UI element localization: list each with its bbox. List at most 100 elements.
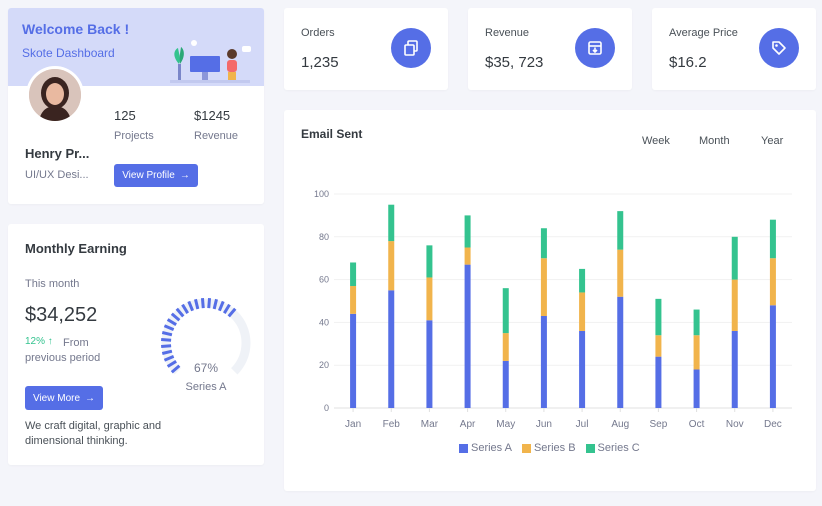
x-tick-label: Sep	[650, 419, 668, 430]
user-name: Henry Pr...	[25, 146, 90, 161]
bar-series-c[interactable]	[731, 236, 738, 280]
legend-series-b[interactable]: Series B	[521, 442, 576, 454]
legend-swatch	[521, 443, 531, 453]
projects-label: Projects	[114, 130, 154, 142]
revenue-card-label: Revenue	[485, 27, 530, 39]
y-tick-label: 40	[319, 317, 329, 327]
arrow-right-icon: →	[85, 392, 96, 404]
bar-series-a[interactable]	[579, 330, 586, 408]
gauge-tick	[161, 349, 173, 355]
bar-series-a[interactable]	[617, 296, 624, 408]
bar-series-a[interactable]	[502, 360, 509, 408]
bar-series-a[interactable]	[350, 313, 357, 408]
change-text: From previous period	[25, 337, 101, 364]
view-more-button[interactable]: View More →	[25, 386, 103, 410]
gauge-tick	[166, 360, 177, 368]
x-tick-label: Jan	[345, 419, 361, 430]
chart-legend: Series A Series B Series C	[459, 442, 640, 454]
x-tick-label: Feb	[383, 419, 401, 430]
legend-swatch	[585, 443, 595, 453]
avatar[interactable]	[26, 66, 84, 124]
bar-series-c[interactable]	[693, 309, 700, 336]
legend-label: Series B	[533, 442, 576, 454]
bar-series-c[interactable]	[579, 268, 586, 293]
average-price-label: Average Price	[669, 27, 738, 39]
earning-gauge: 67% Series A	[161, 298, 251, 393]
legend-label: Series C	[597, 442, 640, 454]
bar-series-c[interactable]	[655, 298, 662, 336]
tab-month[interactable]: Month	[699, 135, 730, 147]
gauge-tick	[207, 298, 212, 309]
orders-value: 1,235	[301, 54, 339, 71]
bar-series-c[interactable]	[350, 262, 357, 287]
gauge-tick	[163, 324, 175, 331]
y-tick-label: 80	[319, 232, 329, 242]
bar-series-a[interactable]	[426, 320, 433, 408]
copy-icon	[391, 28, 431, 68]
gauge-tick	[212, 298, 218, 310]
legend-series-a[interactable]: Series A	[459, 442, 512, 454]
revenue-card: Revenue $35, 723	[468, 8, 632, 90]
view-profile-button[interactable]: View Profile →	[114, 164, 198, 187]
bar-series-c[interactable]	[540, 228, 547, 259]
gauge-tick	[170, 312, 181, 322]
average-price-value: $16.2	[669, 54, 707, 71]
email-sent-card: Email Sent Week Month Year 0 20 40 60 80 100 J…	[284, 110, 816, 491]
bar-series-c[interactable]	[769, 219, 776, 259]
gauge-tick	[163, 355, 175, 362]
tab-year[interactable]: Year	[761, 135, 784, 147]
view-profile-label: View Profile	[122, 170, 175, 181]
gauge-tick	[166, 318, 177, 326]
revenue-value: $1245	[194, 108, 231, 123]
monthly-earning-card: Monthly Earning This month $34,252 From …	[8, 224, 264, 465]
y-tick-label: 100	[314, 189, 329, 199]
bar-series-a[interactable]	[464, 264, 471, 408]
bar-series-c[interactable]	[617, 211, 624, 250]
bar-series-c[interactable]	[388, 204, 395, 242]
change-badge: 12% ↑	[25, 336, 53, 347]
bar-series-b[interactable]	[769, 258, 776, 306]
welcome-title: Welcome Back !	[22, 21, 130, 37]
gauge-tick	[161, 344, 172, 349]
user-role: UI/UX Desi...	[25, 169, 89, 181]
legend-label: Series A	[471, 442, 512, 454]
gauge-tick	[200, 298, 205, 309]
gauge-tick	[170, 364, 181, 374]
bar-series-b[interactable]	[655, 335, 662, 357]
bar-series-a[interactable]	[540, 315, 547, 408]
tab-week[interactable]: Week	[642, 135, 670, 147]
bar-series-a[interactable]	[769, 305, 776, 408]
projects-value: 125	[114, 108, 136, 123]
period-label: This month	[25, 278, 80, 290]
gauge-tick	[187, 300, 194, 312]
bar-series-b[interactable]	[540, 258, 547, 316]
gauge-tick	[218, 300, 225, 312]
x-tick-label: Jul	[576, 419, 589, 430]
bar-series-b[interactable]	[350, 286, 357, 314]
gauge-percent: 67%	[194, 361, 218, 375]
bar-series-b[interactable]	[617, 249, 624, 297]
bar-series-b[interactable]	[731, 279, 738, 331]
bar-series-b[interactable]	[426, 277, 433, 321]
bar-series-a[interactable]	[655, 356, 662, 408]
gauge-tick	[223, 303, 231, 314]
gauge-series-label: Series A	[186, 381, 228, 393]
bar-series-b[interactable]	[693, 335, 700, 370]
bar-series-b[interactable]	[579, 292, 586, 331]
bar-series-c[interactable]	[464, 215, 471, 248]
bar-series-c[interactable]	[502, 288, 509, 334]
bar-series-b[interactable]	[502, 333, 509, 361]
gauge-tick	[194, 298, 200, 310]
bar-series-c[interactable]	[426, 245, 433, 278]
bar-series-a[interactable]	[388, 290, 395, 408]
bar-series-b[interactable]	[388, 241, 395, 291]
view-more-label: View More	[32, 392, 81, 404]
bar-series-a[interactable]	[693, 369, 700, 408]
profile-illustration-icon	[170, 40, 251, 83]
bar-series-b[interactable]	[464, 247, 471, 265]
gauge-tick	[161, 331, 173, 337]
x-tick-label: Nov	[726, 419, 744, 430]
bar-series-a[interactable]	[731, 330, 738, 408]
legend-series-c[interactable]: Series C	[585, 442, 640, 454]
tag-icon	[759, 28, 799, 68]
